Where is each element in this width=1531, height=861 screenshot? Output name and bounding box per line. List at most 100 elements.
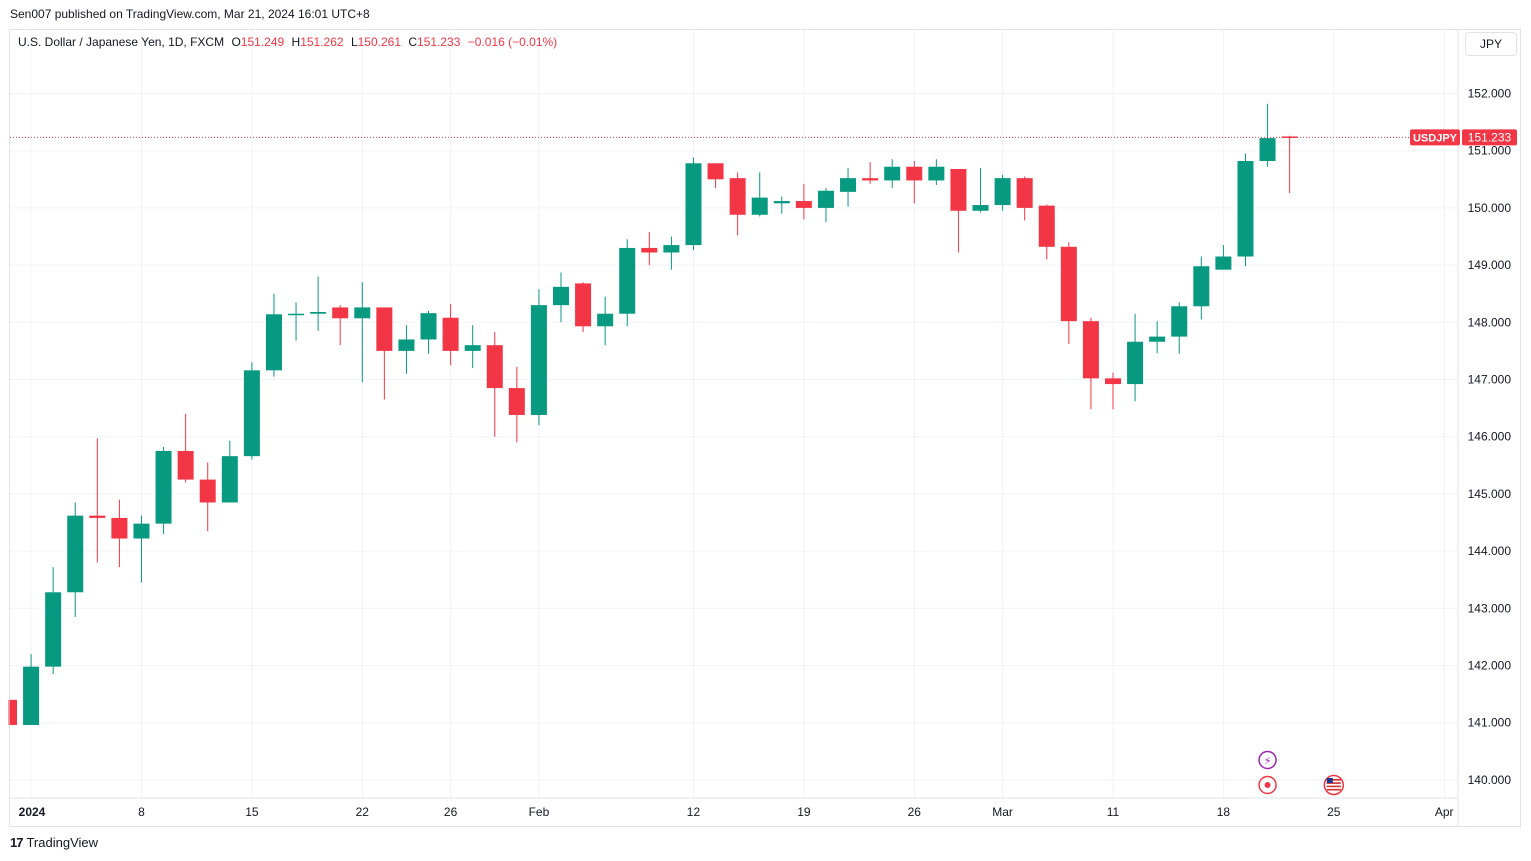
- price-tick-label: 152.000: [1468, 87, 1512, 101]
- candle-body: [288, 313, 305, 316]
- price-tick-label: 144.000: [1468, 544, 1512, 558]
- candle-body: [10, 699, 17, 725]
- price-tick-label: 140.000: [1468, 773, 1512, 787]
- time-tick-label: 12: [687, 805, 701, 819]
- candle: [1215, 245, 1232, 270]
- candle-body: [332, 307, 349, 319]
- candle: [265, 293, 282, 377]
- candle-body: [1016, 178, 1033, 208]
- candle: [1082, 317, 1099, 410]
- price-axis[interactable]: 140.000 141.000 142.000 143.000 144.000 145.0…: [1457, 30, 1512, 826]
- candle-body: [45, 592, 62, 667]
- candle-body: [928, 166, 945, 181]
- candle-body: [133, 523, 150, 539]
- price-tick-label: 147.000: [1468, 373, 1512, 387]
- price-tag-value-bg: [1462, 129, 1517, 146]
- candle: [89, 438, 106, 563]
- candle-body: [1105, 378, 1121, 385]
- brand-name: TradingView: [26, 835, 99, 850]
- open-value: 151.249: [240, 35, 285, 49]
- candle: [1171, 302, 1188, 354]
- candle-body: [1038, 205, 1055, 247]
- candle: [1127, 313, 1144, 402]
- candle-body: [663, 245, 680, 253]
- candle: [133, 515, 150, 583]
- time-tick-label: 18: [1217, 805, 1231, 819]
- candle-body: [840, 178, 857, 192]
- candle: [243, 362, 260, 460]
- candle-body: [265, 314, 282, 371]
- change-value: −0.016 (−0.01%): [467, 35, 558, 49]
- candle: [221, 440, 238, 503]
- candle-body: [1149, 336, 1166, 342]
- low-value: 150.261: [357, 35, 402, 49]
- price-tick-label: 151.000: [1468, 144, 1512, 158]
- candle: [376, 307, 393, 400]
- candle-body: [884, 166, 901, 181]
- price-tag: USDJPY 151.233: [1410, 129, 1517, 146]
- candle: [1259, 103, 1276, 167]
- candle-body: [1060, 246, 1077, 322]
- time-tick-label: 26: [444, 805, 458, 819]
- candle-body: [1193, 266, 1210, 307]
- candle: [1016, 176, 1033, 221]
- candle: [729, 172, 746, 236]
- candle: [1105, 372, 1121, 410]
- candle-body: [354, 307, 371, 319]
- candle: [1060, 242, 1077, 345]
- candle: [45, 567, 62, 675]
- candle-body: [1215, 256, 1232, 270]
- candle: [530, 289, 547, 426]
- low-label: L: [350, 35, 358, 49]
- price-tick-label: 149.000: [1468, 258, 1512, 272]
- candle-body: [950, 169, 967, 211]
- candle: [707, 163, 724, 188]
- currency-button[interactable]: JPY: [1465, 32, 1517, 56]
- candle-body: [773, 201, 790, 204]
- price-tag-value: 151.233: [1468, 130, 1512, 144]
- time-axis[interactable]: 2024 8 15 22 26 Feb 12 19 26 Mar 11 18 25 Apr: [10, 797, 1458, 819]
- earnings-event-icon: [1258, 775, 1277, 795]
- candle: [508, 366, 525, 443]
- candle: [464, 325, 481, 369]
- tradingview-brand[interactable]: 17 TradingView: [10, 835, 98, 850]
- publish-credit: Sen007 published on TradingView.com, Mar…: [10, 7, 370, 21]
- grid-lines: [10, 30, 1458, 798]
- close-value: 151.233: [417, 35, 461, 49]
- candle-body: [1259, 138, 1276, 161]
- candle-body: [707, 163, 724, 180]
- candle: [1038, 204, 1055, 260]
- candle: [442, 303, 459, 366]
- price-tag-symbol: USDJPY: [1413, 132, 1458, 144]
- time-tick-label: Apr: [1435, 805, 1454, 819]
- candle: [310, 276, 327, 331]
- candle: [420, 310, 437, 354]
- candle-body: [619, 247, 636, 314]
- candle-body: [641, 247, 658, 253]
- candle: [398, 325, 415, 374]
- candle-body: [1127, 341, 1144, 385]
- candle-body: [994, 178, 1011, 206]
- candle-body: [442, 317, 459, 351]
- candle: [553, 272, 569, 323]
- candle: [840, 167, 857, 207]
- candle-body: [89, 515, 106, 518]
- candle-body: [1171, 306, 1188, 337]
- open-label: O: [231, 35, 241, 49]
- price-tick-label: 146.000: [1468, 430, 1512, 444]
- flash-event-ring: [1258, 750, 1277, 770]
- candle: [354, 282, 371, 383]
- candle: [1237, 153, 1254, 267]
- candle: [906, 160, 923, 204]
- candle-body: [420, 313, 437, 340]
- candle: [928, 159, 945, 186]
- candle-body: [310, 312, 327, 314]
- candle: [575, 282, 592, 333]
- us-flag-stripe: [1326, 785, 1341, 788]
- candle: [23, 654, 40, 725]
- time-tick-label: 25: [1327, 805, 1341, 819]
- us-flag-stripe: [1326, 788, 1341, 791]
- high-value: 151.262: [300, 35, 344, 49]
- time-tick-label: Feb: [529, 805, 550, 819]
